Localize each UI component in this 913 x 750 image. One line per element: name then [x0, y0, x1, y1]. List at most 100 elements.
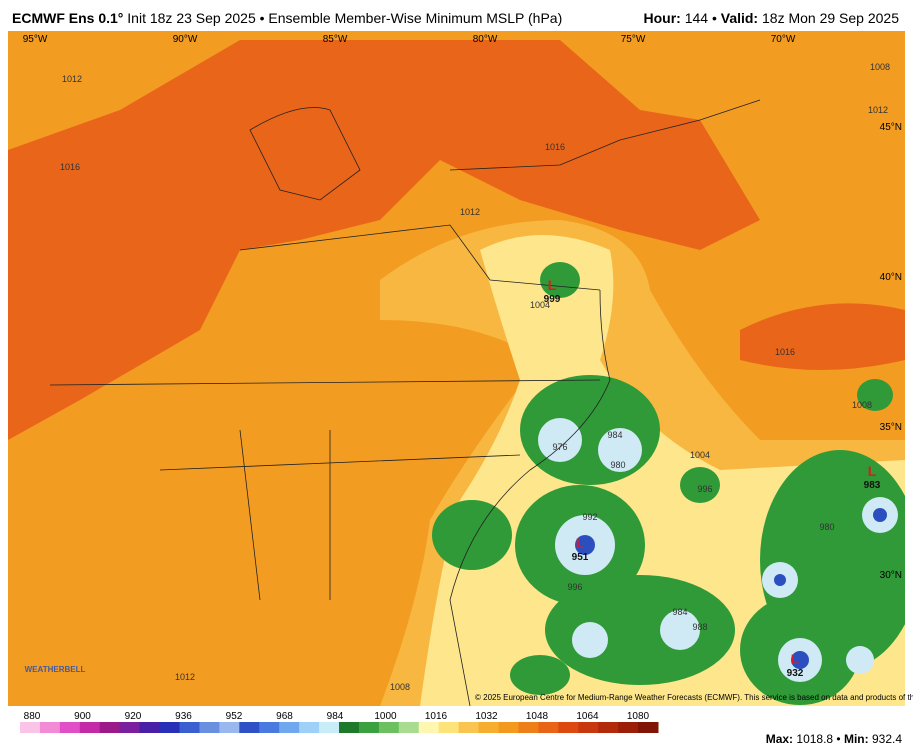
colorbar-swatch — [159, 722, 180, 733]
min-label: Min: — [843, 732, 869, 746]
light-centers — [538, 418, 898, 682]
colorbar-swatch — [618, 722, 639, 733]
hour-label: Hour: — [643, 10, 681, 26]
colorbar-swatch — [638, 722, 659, 733]
logo: WEATHERBELL — [25, 665, 86, 674]
contour-label: 1012 — [868, 105, 888, 115]
low-value: 932 — [787, 668, 804, 679]
colorbar-tick-label: 952 — [226, 711, 243, 722]
low-marker: L — [868, 463, 877, 479]
model: ECMWF Ens 0.1° — [12, 10, 124, 26]
lon-label: 85°W — [323, 34, 348, 45]
contour-label: 1012 — [460, 207, 480, 217]
colorbar-swatch — [398, 722, 420, 733]
colorbar-swatch — [59, 722, 81, 733]
colorbar-tick-label: 880 — [24, 711, 41, 722]
colorbar-tick-label: 1080 — [627, 711, 650, 722]
lon-label: 80°W — [473, 34, 498, 45]
colorbar-tick-label: 968 — [276, 711, 293, 722]
lon-label: 75°W — [621, 34, 646, 45]
lon-label: 95°W — [23, 34, 48, 45]
colorbar-swatch — [199, 722, 220, 733]
header-right: Hour: 144 • Valid: 18z Mon 29 Sep 2025 — [643, 10, 899, 26]
colorbar-swatch — [259, 722, 280, 733]
contour-label: 992 — [582, 512, 597, 522]
colorbar-tick-label: 936 — [175, 711, 192, 722]
max: 1018.8 — [796, 732, 834, 746]
lat-label: 40°N — [880, 272, 902, 283]
header-left: ECMWF Ens 0.1° Init 18z 23 Sep 2025 • En… — [12, 10, 563, 26]
colorbar-tick-label: 920 — [125, 711, 142, 722]
colorbar-swatch — [498, 722, 519, 733]
colorbar-swatch — [299, 722, 320, 733]
colorbar-swatch — [339, 722, 360, 733]
contour-label: 996 — [567, 582, 582, 592]
colorbar-tick-label: 1064 — [576, 711, 599, 722]
lon-label: 90°W — [173, 34, 198, 45]
colorbar-tick-label: 984 — [327, 711, 344, 722]
low-marker: L — [548, 277, 557, 293]
contour-label: 1012 — [62, 74, 82, 84]
colorbar-swatch — [39, 722, 61, 733]
low-value: 951 — [572, 552, 589, 563]
contour-label: 1008 — [852, 400, 872, 410]
colorbar-tick-label: 1032 — [475, 711, 498, 722]
colorbar-swatch — [538, 722, 559, 733]
init: Init 18z 23 Sep 2025 — [127, 10, 256, 26]
colorbar-swatch — [79, 722, 101, 733]
field-1016 — [740, 303, 905, 370]
max-label: Max: — [765, 732, 794, 746]
colorbar-tick-label: 900 — [74, 711, 91, 722]
colorbar-swatch — [20, 722, 41, 733]
lat-label: 30°N — [880, 570, 902, 581]
copyright: © 2025 European Centre for Medium-Range … — [475, 693, 913, 702]
colorbar-swatch — [239, 722, 260, 733]
contour-label: 976 — [552, 442, 567, 452]
colorbar-swatch — [378, 722, 400, 733]
lat-label: 35°N — [880, 422, 902, 433]
field-1016 — [8, 40, 760, 440]
colorbar-swatch — [458, 722, 480, 733]
contour-label: 984 — [607, 430, 622, 440]
lat-label: 45°N — [880, 122, 902, 133]
contour-label: 984 — [672, 607, 687, 617]
deep-centers — [575, 508, 887, 669]
product: Ensemble Member-Wise Minimum MSLP (hPa) — [268, 10, 563, 26]
low-marker: L — [576, 535, 585, 551]
contour-label: 980 — [610, 460, 625, 470]
low-value: 999 — [544, 294, 561, 305]
colorbar-tick-label: 1000 — [374, 711, 397, 722]
colorbar-tick-label: 1048 — [526, 711, 549, 722]
colorbar-swatch — [478, 722, 499, 733]
contour-label: 1016 — [775, 347, 795, 357]
colorbar-swatch — [358, 722, 380, 733]
colorbar-tick-label: 1016 — [425, 711, 448, 722]
colorbar-swatch — [139, 722, 161, 733]
colorbar-swatch — [119, 722, 141, 733]
low-value: 983 — [864, 480, 881, 491]
colorbar-swatch — [319, 722, 340, 733]
colorbar-swatch — [219, 722, 240, 733]
colorbar-swatch — [279, 722, 300, 733]
colorbar-swatch — [179, 722, 200, 733]
contour-label: 1016 — [60, 162, 80, 172]
valid: 18z Mon 29 Sep 2025 — [762, 10, 899, 26]
colorbar-swatch — [578, 722, 599, 733]
contour-label: 1012 — [175, 672, 195, 682]
colorbar-swatch — [99, 722, 121, 733]
contour-label: 1008 — [870, 62, 890, 72]
colorbar-swatch — [598, 722, 619, 733]
contour-label: 1004 — [690, 450, 710, 460]
colorbar-swatch — [558, 722, 579, 733]
contour-label: 1016 — [545, 142, 565, 152]
lon-label: 70°W — [771, 34, 796, 45]
boundaries — [49, 99, 761, 706]
min: 932.4 — [871, 732, 902, 746]
contour-label: 988 — [692, 622, 707, 632]
footer: Max: 1018.8 • Min: 932.4 — [765, 732, 902, 746]
valid-label: Valid: — [720, 10, 759, 26]
contour-label: 980 — [819, 522, 834, 532]
colorbar-swatch — [518, 722, 539, 733]
